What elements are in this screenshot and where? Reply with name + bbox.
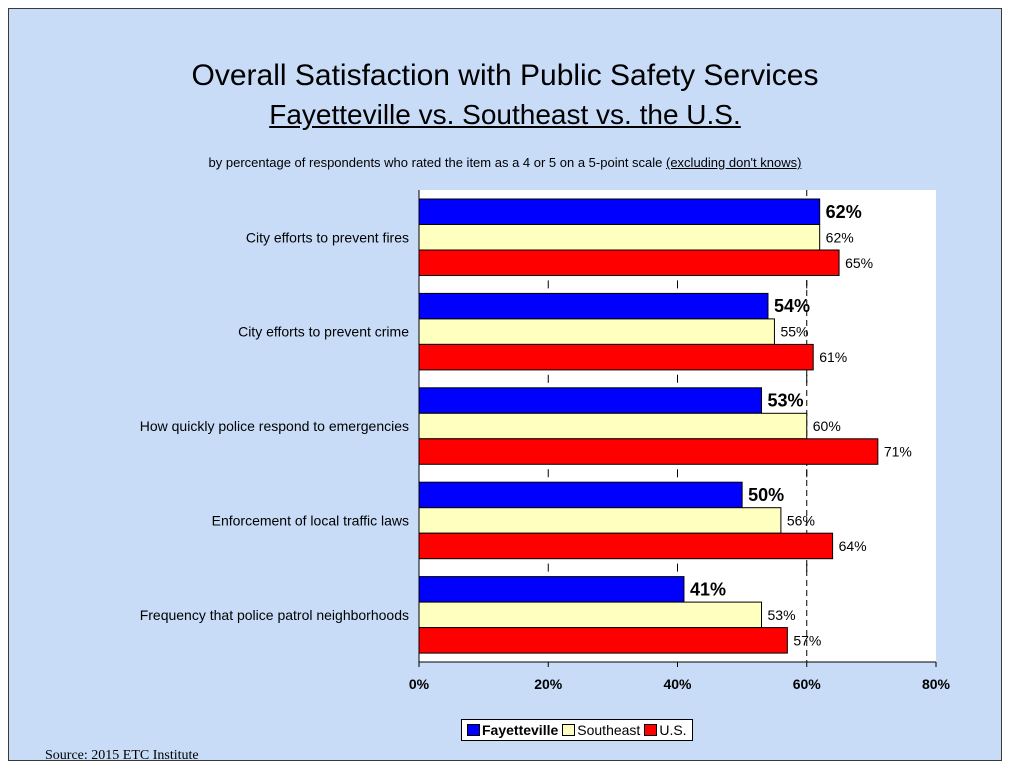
legend-swatch [562, 724, 575, 736]
bar [419, 439, 878, 465]
x-tick-label: 20% [534, 676, 563, 692]
data-label: 54% [774, 296, 810, 316]
legend: Fayetteville Southeast U.S. [461, 719, 693, 741]
legend-label: Fayetteville [482, 722, 558, 738]
bar [419, 577, 684, 603]
source-note: Source: 2015 ETC Institute [45, 748, 199, 761]
data-label: 53% [768, 391, 804, 411]
x-tick-label: 60% [793, 676, 822, 692]
category-label: City efforts to prevent fires [246, 229, 409, 245]
bar [419, 319, 774, 345]
bar [419, 508, 781, 534]
x-tick-label: 80% [922, 676, 951, 692]
legend-label: U.S. [659, 722, 686, 738]
data-label: 50% [748, 485, 784, 505]
data-label: 64% [839, 538, 867, 554]
data-label: 60% [813, 418, 841, 434]
category-label: City efforts to prevent crime [238, 324, 409, 340]
legend-item: U.S. [644, 722, 686, 738]
bar [419, 293, 768, 319]
x-tick-label: 0% [409, 676, 430, 692]
data-label: 65% [845, 255, 873, 271]
data-label: 62% [826, 229, 854, 245]
data-label: 61% [819, 349, 847, 365]
data-label: 71% [884, 444, 912, 460]
slide-frame: Overall Satisfaction with Public Safety … [8, 8, 1002, 761]
category-label: Frequency that police patrol neighborhoo… [140, 607, 409, 623]
data-label: 41% [690, 579, 726, 599]
bar [419, 388, 762, 414]
data-label: 62% [826, 202, 862, 222]
legend-swatch [467, 724, 480, 736]
bar [419, 413, 807, 439]
bar [419, 250, 839, 276]
legend-item: Fayetteville [467, 722, 558, 738]
bar [419, 533, 833, 559]
data-label: 55% [780, 324, 808, 340]
bar [419, 482, 742, 508]
data-label: 53% [768, 607, 796, 623]
bar [419, 344, 813, 370]
bar-chart: 62% 62% 65% City efforts to prevent fires 54… [9, 9, 1002, 761]
legend-item: Southeast [562, 722, 640, 738]
bar [419, 199, 820, 225]
bar [419, 628, 787, 654]
x-tick-label: 40% [663, 676, 692, 692]
data-label: 57% [793, 632, 821, 648]
bar [419, 225, 820, 251]
category-label: Enforcement of local traffic laws [212, 512, 409, 528]
legend-swatch [644, 724, 657, 736]
category-label: How quickly police respond to emergencie… [140, 418, 409, 434]
data-label: 56% [787, 512, 815, 528]
bar [419, 602, 762, 628]
legend-label: Southeast [577, 722, 640, 738]
